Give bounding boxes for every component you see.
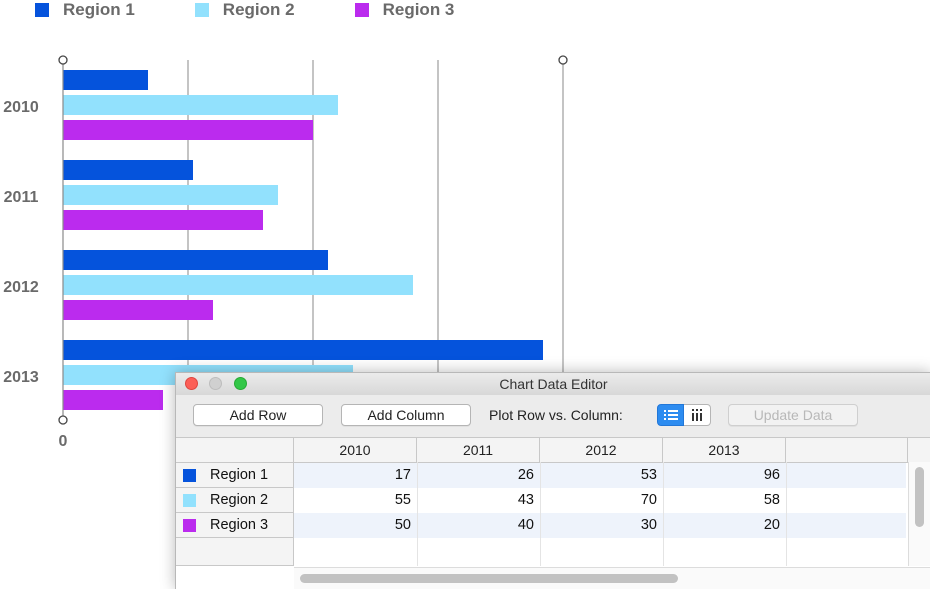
table-row: 55 43 70 58 xyxy=(294,488,906,513)
bar-region-3-2013 xyxy=(63,390,163,410)
column-divider xyxy=(663,462,664,566)
bar-region-3-2010 xyxy=(63,120,313,140)
category-label-2011: 2011 xyxy=(4,189,39,206)
category-label-2012: 2012 xyxy=(3,279,39,296)
table-cell[interactable]: 43 xyxy=(517,492,534,508)
table-cell[interactable]: 17 xyxy=(394,467,411,483)
plot-rows-button[interactable] xyxy=(657,404,684,426)
chart-legend: Region 1 Region 2 Region 3 xyxy=(35,0,514,20)
table-cell[interactable]: 55 xyxy=(394,492,411,508)
table-row: 50 40 30 20 xyxy=(294,513,906,538)
legend-swatch-region-2 xyxy=(194,3,209,17)
x-tick-label-0: 0 xyxy=(59,433,68,450)
category-label-2013: 2013 xyxy=(3,369,39,386)
minimize-window-button[interactable] xyxy=(209,377,222,390)
legend-label-region-1: Region 1 xyxy=(63,0,135,19)
plot-row-vs-column-label: Plot Row vs. Column: xyxy=(489,407,623,423)
row-swatch-region-1 xyxy=(183,468,196,482)
plot-columns-button[interactable] xyxy=(684,404,711,426)
legend-label-region-3: Region 3 xyxy=(382,0,455,19)
add-column-button[interactable]: Add Column xyxy=(341,404,471,426)
data-table: 2010 2011 2012 2013 Region 1 17 26 53 96… xyxy=(176,437,930,589)
table-cell[interactable]: 26 xyxy=(517,467,534,483)
column-divider xyxy=(540,462,541,566)
bar-region-1-2011 xyxy=(63,160,193,180)
table-cell[interactable]: 40 xyxy=(517,517,534,533)
legend-swatch-region-3 xyxy=(354,3,369,17)
update-data-button: Update Data xyxy=(728,404,858,426)
bar-region-2-2012 xyxy=(63,275,413,295)
legend-item-region-2: Region 2 xyxy=(194,0,295,20)
column-header-2011[interactable]: 2011 xyxy=(417,438,540,462)
legend-label-region-2: Region 2 xyxy=(222,0,295,19)
row-header-region-3[interactable]: Region 3 xyxy=(176,513,294,538)
window-title: Chart Data Editor xyxy=(499,376,608,392)
vertical-scrollbar[interactable] xyxy=(908,462,930,566)
table-cell[interactable]: 96 xyxy=(763,467,780,483)
row-header-region-2[interactable]: Region 2 xyxy=(176,488,294,513)
title-bar[interactable]: Chart Data Editor xyxy=(176,373,930,395)
table-cell[interactable]: 58 xyxy=(763,492,780,508)
chart-data-editor-window: Chart Data Editor Add Row Add Column Plo… xyxy=(175,372,930,589)
row-swatch-region-3 xyxy=(183,518,196,532)
selection-handle xyxy=(558,55,568,65)
category-label-2010: 2010 xyxy=(3,99,39,116)
horizontal-scrollbar-thumb[interactable] xyxy=(300,574,678,583)
bar-region-2-2010 xyxy=(63,95,338,115)
bar-region-1-2013 xyxy=(63,340,543,360)
column-divider xyxy=(417,462,418,566)
add-row-button[interactable]: Add Row xyxy=(193,404,323,426)
header-corner-cell xyxy=(176,438,294,462)
bar-chart: 2010 2011 2012 2013 0 xyxy=(3,55,568,450)
row-header-region-1[interactable]: Region 1 xyxy=(176,463,294,488)
bar-region-1-2010 xyxy=(63,70,148,90)
row-header-empty[interactable] xyxy=(176,538,294,566)
legend-swatch-region-1 xyxy=(35,3,49,17)
row-swatch-region-2 xyxy=(183,493,196,507)
bar-region-3-2012 xyxy=(63,300,213,320)
plot-mode-segmented-control xyxy=(657,404,711,426)
columns-icon xyxy=(692,409,702,421)
table-cell[interactable]: 70 xyxy=(640,492,657,508)
bar-region-1-2012 xyxy=(63,250,328,270)
table-cell[interactable]: 20 xyxy=(763,517,780,533)
bar-region-3-2011 xyxy=(63,210,263,230)
legend-item-region-3: Region 3 xyxy=(354,0,455,20)
table-cell[interactable]: 53 xyxy=(640,467,657,483)
list-rows-icon xyxy=(663,410,678,420)
column-header-2013[interactable]: 2013 xyxy=(663,438,786,462)
column-header-empty[interactable] xyxy=(786,438,908,462)
column-divider xyxy=(786,462,787,566)
vertical-scrollbar-thumb[interactable] xyxy=(915,467,924,527)
row-label-region-1: Region 1 xyxy=(210,467,269,483)
bar-region-2-2011 xyxy=(63,185,278,205)
table-header-row: 2010 2011 2012 2013 xyxy=(176,438,930,463)
table-row: 17 26 53 96 xyxy=(294,463,906,488)
table-cell[interactable]: 50 xyxy=(394,517,411,533)
legend-item-region-1: Region 1 xyxy=(35,0,135,20)
row-label-region-2: Region 2 xyxy=(210,492,269,508)
selection-handle xyxy=(58,55,68,65)
column-header-2012[interactable]: 2012 xyxy=(540,438,663,462)
table-cell[interactable]: 30 xyxy=(640,517,657,533)
close-window-button[interactable] xyxy=(185,377,198,390)
column-header-2010[interactable]: 2010 xyxy=(294,438,417,462)
selection-handle xyxy=(58,415,68,425)
zoom-window-button[interactable] xyxy=(234,377,247,390)
horizontal-scrollbar[interactable] xyxy=(294,567,930,589)
row-label-region-3: Region 3 xyxy=(210,517,269,533)
